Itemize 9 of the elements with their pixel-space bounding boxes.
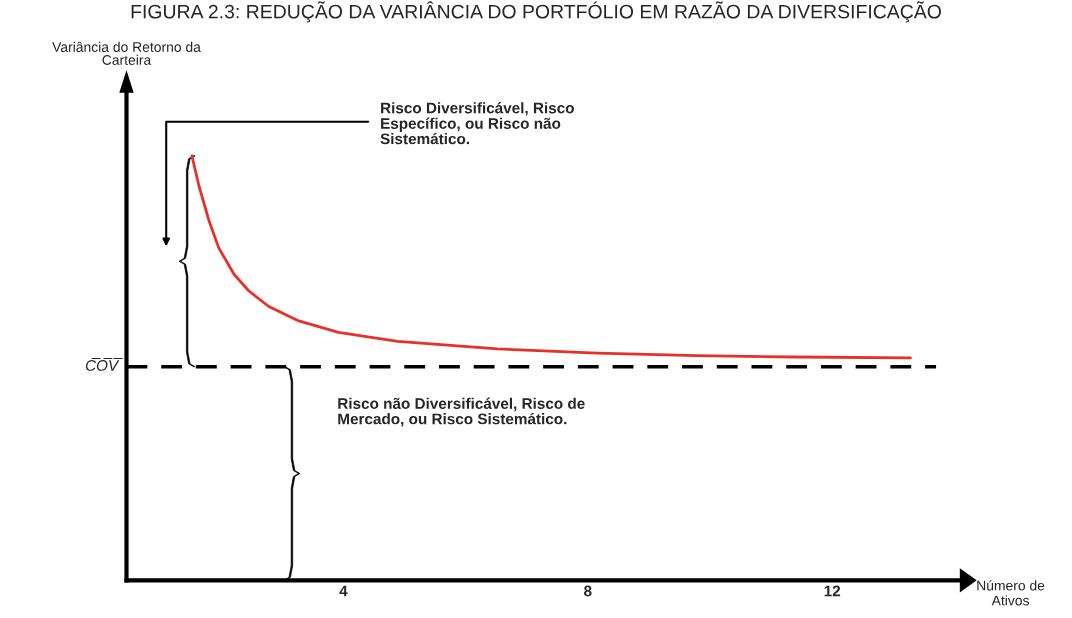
- text: Risco Diversificável, Risco Específico, ou Risco não Sistemático.: [380, 102, 574, 145]
- x-tick-label: 8: [584, 585, 592, 597]
- ref-line-label: C̅O̅V̅: [85, 358, 123, 371]
- annotation: Risco não Diversificável, Risco de Mercado, ou Risco Sistemático.: [338, 397, 585, 427]
- x-tick-label: 12: [824, 585, 841, 597]
- chart-title: FIGURA 2.3: REDUÇÃO DA VARIÂNCIA DO PORTFÓLIO EM RAZÃO DA DIVERSIFICAÇÃO: [131, 1, 941, 23]
- x-axis-title: Número de Ativos: [977, 580, 1045, 606]
- text: Variância do Retorno da Carteira: [52, 41, 201, 65]
- x-tick-label: 4: [339, 585, 348, 597]
